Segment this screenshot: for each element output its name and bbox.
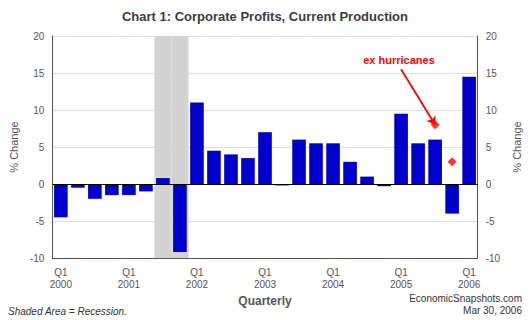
svg-text:0: 0 — [39, 179, 45, 190]
svg-text:5: 5 — [39, 142, 45, 153]
svg-text:5: 5 — [486, 142, 492, 153]
svg-text:Mar 30, 2006: Mar 30, 2006 — [463, 305, 522, 316]
svg-text:% Change: % Change — [511, 121, 523, 172]
svg-text:-5: -5 — [35, 216, 44, 227]
svg-text:20: 20 — [33, 31, 45, 42]
svg-text:10: 10 — [486, 105, 498, 116]
svg-text:Quarterly: Quarterly — [238, 294, 292, 308]
svg-text:20: 20 — [486, 31, 498, 42]
svg-text:-5: -5 — [486, 216, 495, 227]
svg-text:Q1: Q1 — [190, 267, 204, 278]
svg-text:2000: 2000 — [50, 279, 73, 290]
svg-text:0: 0 — [486, 179, 492, 190]
svg-text:Q1: Q1 — [394, 267, 408, 278]
svg-text:2002: 2002 — [186, 279, 209, 290]
svg-text:2005: 2005 — [390, 279, 413, 290]
svg-text:2003: 2003 — [254, 279, 277, 290]
svg-text:Chart 1: Corporate Profits, Cu: Chart 1: Corporate Profits, Current Prod… — [122, 9, 408, 24]
svg-text:Shaded Area = Recession.: Shaded Area = Recession. — [8, 306, 127, 317]
svg-text:Q1: Q1 — [122, 267, 136, 278]
svg-text:Q1: Q1 — [258, 267, 272, 278]
svg-text:2001: 2001 — [118, 279, 141, 290]
svg-text:-10: -10 — [30, 253, 45, 264]
svg-text:-10: -10 — [486, 253, 501, 264]
svg-text:2004: 2004 — [322, 279, 345, 290]
svg-text:10: 10 — [33, 105, 45, 116]
svg-text:ex hurricanes: ex hurricanes — [363, 54, 435, 66]
svg-text:Q1: Q1 — [326, 267, 340, 278]
svg-text:Q1: Q1 — [54, 267, 68, 278]
svg-text:Q1: Q1 — [462, 267, 476, 278]
svg-text:15: 15 — [33, 68, 45, 79]
svg-text:2006: 2006 — [458, 279, 481, 290]
svg-text:% Change: % Change — [8, 121, 20, 172]
svg-text:15: 15 — [486, 68, 498, 79]
svg-text:EconomicSnapshots.com: EconomicSnapshots.com — [409, 293, 522, 304]
